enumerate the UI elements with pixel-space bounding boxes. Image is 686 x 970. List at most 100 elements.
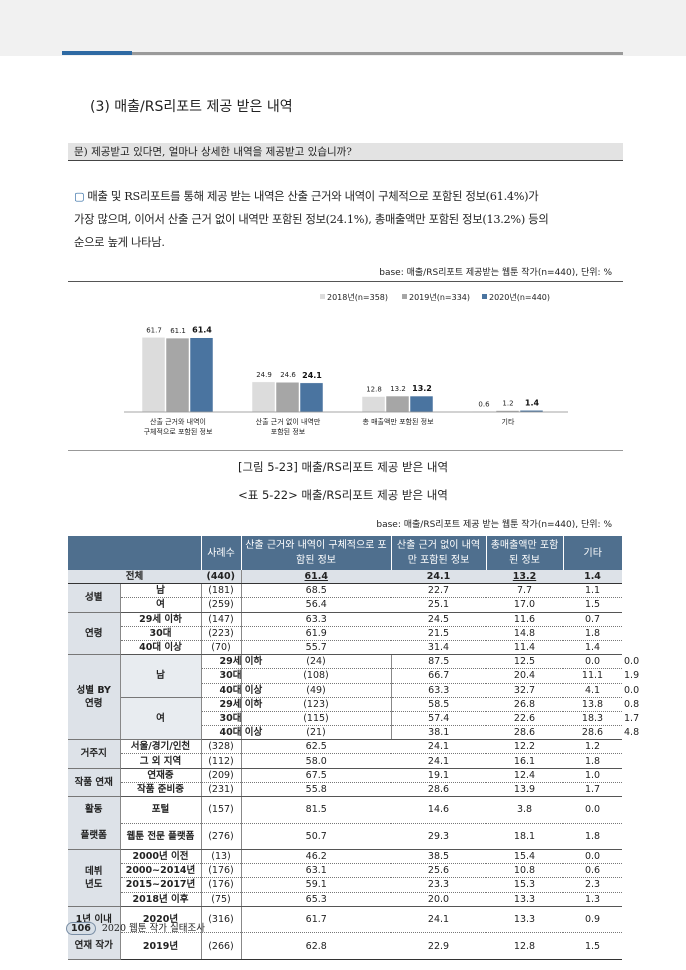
row-label: 서울/경기/인천 [120,739,202,755]
data-label: 0.6 [478,400,490,408]
cell: 12.8 [486,932,563,960]
row-label: 작품 준비중 [120,782,202,798]
table-row: 40대 이상 (49) 63.3 32.7 4.1 0.0 [68,683,639,698]
group-label-line: 거주지 [80,748,107,760]
cell: 10.8 [486,863,563,879]
header-rule [62,52,623,55]
bar-2-1 [299,382,324,413]
row-label: 포털 [120,796,202,824]
row-n: (440) [201,570,242,585]
summary-line-2: 가장 많으며, 이어서 산출 근거 없이 내역만 포함된 정보(24.1%), … [74,213,549,226]
cell: 68.5 [241,583,391,599]
cell: 61.9 [241,626,391,641]
cell: 13.9 [486,782,563,798]
row-n: (75) [201,892,242,907]
row-n: (157) [201,796,242,824]
row-n: (181) [201,583,242,599]
legend-swatch [320,294,325,299]
table-row: 그 외 지역 (112) 58.0 24.1 16.1 1.8 [68,753,622,769]
row-label: 여 [120,597,202,613]
cell: 1.5 [563,597,622,613]
row-group-label: 성별 [68,583,121,613]
row-label: 2020년 [120,906,202,934]
cell: 31.4 [391,640,486,656]
row-label: 연재중 [120,768,202,783]
table-row: 2018년 이후 (75) 65.3 20.0 13.3 1.3 [68,892,622,907]
row-label: 남 [120,583,202,599]
category-label: 포함된 정보 [271,427,306,436]
table-row: 웹툰 전문 플랫폼 (276) 50.7 29.3 18.1 1.8 [68,823,622,850]
cell: 62.8 [241,932,391,960]
data-label: 61.7 [146,326,162,334]
bar-0-0 [141,337,166,413]
cell: 28.6 [391,782,486,798]
figure-caption: [그림 5-23] 매출/RS리포트 제공 받은 내역 [237,460,449,474]
row-n: (13) [201,849,242,865]
table-row: 성별 BY 연령 남 29세 이하 (24) 87.5 12.5 0.0 0.0 [68,654,639,741]
bar-1-1 [275,381,300,413]
cell: 1.2 [563,739,622,755]
cell: 1.0 [563,768,622,783]
cell: 57.4 [391,711,486,727]
data-label: 61.1 [170,327,186,335]
legend-label: 2019년(n=334) [409,292,470,302]
row-label: 2018년 이후 [120,892,202,907]
row-label: 웹툰 전문 플랫폼 [120,823,202,850]
group-label-line: 연재 작가 [74,939,113,951]
results-table: 사례수 산출 근거와 내역이 구체적으로 포함된 정보 산출 근거 없이 내역만… [68,536,639,960]
cell: 18.1 [486,823,563,850]
cell: 15.3 [486,877,563,893]
row-n: (231) [201,782,242,798]
cell: 13.3 [486,892,563,907]
summary-line-1: 매출 및 RS리포트를 통해 제공 받는 내역은 산출 근거와 내역이 구체적으… [87,190,539,203]
category-label: 총 매출액만 포함된 정보 [362,417,434,426]
cell: 13.2 [486,570,563,585]
cell: 38.5 [391,849,486,865]
checkbox-bullet-icon: ▢ [74,190,85,203]
data-label: 1.2 [502,400,513,408]
cell: 24.1 [391,570,486,585]
row-n: (328) [201,739,242,755]
cell: 25.1 [391,597,486,613]
cell: 0.0 [563,654,622,670]
row-group-label: 성별 BY 연령 [68,654,121,741]
cell: 14.8 [486,626,563,641]
cell: 32.7 [486,683,563,698]
row-n: (112) [201,753,242,769]
category-label: 기타 [502,417,515,426]
bar-2-2 [409,395,434,413]
cell: 24.1 [391,739,486,755]
cell: 23.3 [391,877,486,893]
cell: 1.7 [563,782,622,798]
row-label: 그 외 지역 [120,753,202,769]
table-row: 연령 29세 이하 (147) 63.3 24.5 11.6 0.7 [68,612,622,656]
row-n: (176) [201,877,242,893]
table-row: 성별 남 (181) 68.5 22.7 7.7 1.1 [68,583,622,613]
cell: 55.7 [241,640,391,656]
cell: 15.4 [486,849,563,865]
cell: 12.4 [486,768,563,783]
table-row: 1년 이내 연재 작가 2020년 (316) 61.7 24.1 13.3 0.9 [68,906,622,960]
cell: 20.0 [391,892,486,907]
cell: 11.6 [486,612,563,627]
row-n: (223) [201,626,242,641]
legend-swatch [402,294,407,299]
cell: 13.3 [486,906,563,934]
cell: 0.0 [563,849,622,865]
cell: 12.5 [486,654,563,670]
legend-label: 2020년(n=440) [489,292,550,302]
bar-chart: 2018년(n=358) 2019년(n=334) 2020년(n=440) 61.7… [124,292,568,436]
cell: 18.3 [563,711,622,727]
row-group-label: 작품 연재 [68,768,121,798]
row-label: 2000년 이전 [120,849,202,865]
cell: 29.3 [391,823,486,850]
cell: 11.4 [486,640,563,656]
table-row: 2000~2014년 (176) 63.1 25.6 10.8 0.6 [68,863,622,879]
table-row: 작품 준비중 (231) 55.8 28.6 13.9 1.7 [68,782,622,798]
group-label-line: 플랫폼 [80,830,107,841]
cell: 87.5 [391,654,486,670]
cell: 0.7 [563,612,622,627]
cell: 1.4 [563,570,622,585]
group-label-line: 년도 [85,878,103,890]
data-label: 24.1 [302,371,322,380]
